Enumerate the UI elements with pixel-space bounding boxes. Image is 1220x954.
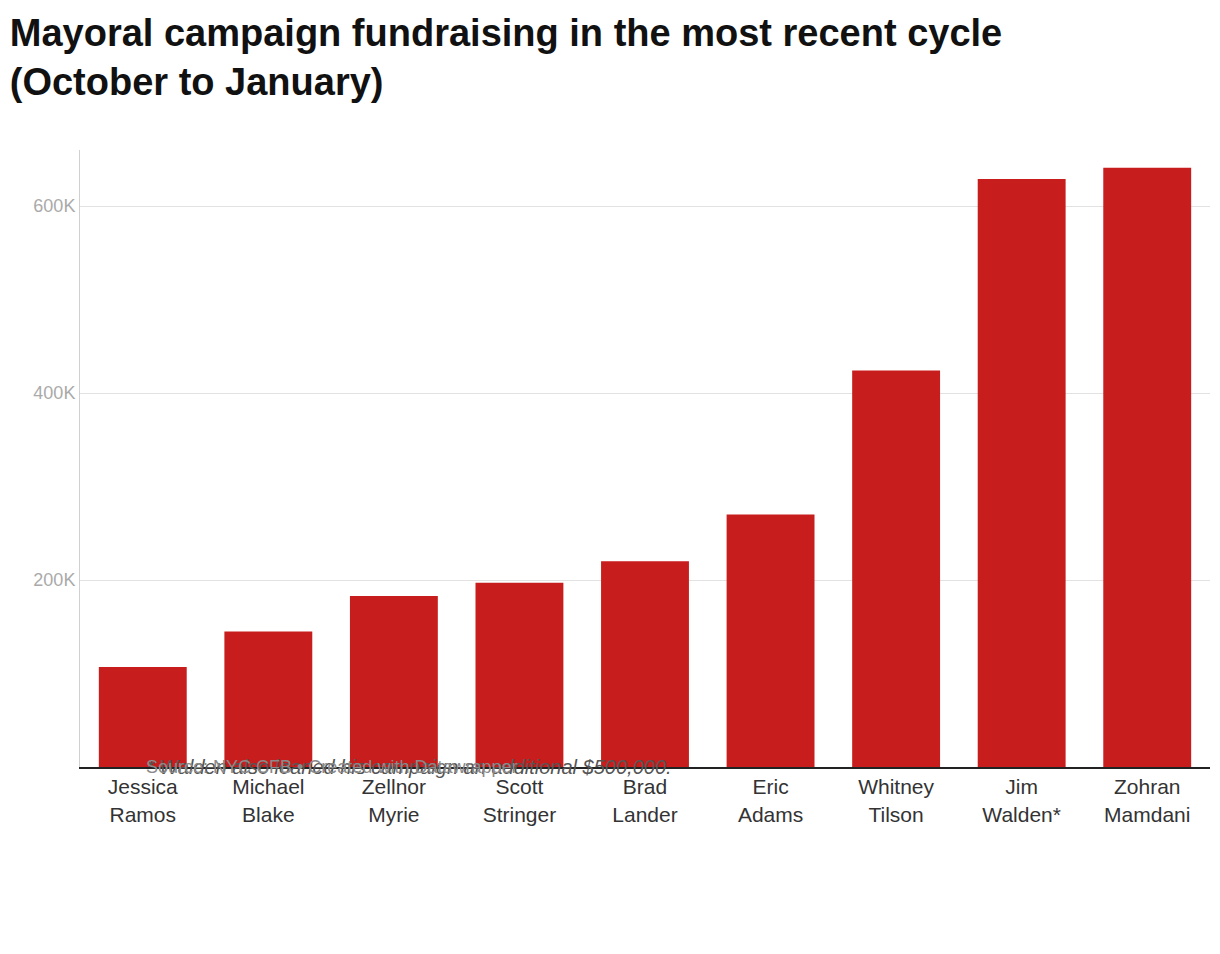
svg-text:600K: 600K <box>33 196 75 216</box>
svg-text:ScottStringer: ScottStringer <box>483 775 557 825</box>
svg-text:WhitneyTilson: WhitneyTilson <box>858 775 934 825</box>
svg-text:ZellnorMyrie: ZellnorMyrie <box>362 775 426 825</box>
svg-text:JimWalden*: JimWalden* <box>982 775 1061 825</box>
svg-text:* Walden also loaned his campa: * Walden also loaned his campaign an add… <box>146 756 672 778</box>
svg-text:ZohranMamdani: ZohranMamdani <box>1104 775 1190 825</box>
svg-text:Mayoral campaign fundraising i: Mayoral campaign fundraising in the most… <box>10 12 1003 103</box>
svg-text:EricAdams: EricAdams <box>738 775 803 825</box>
svg-text:JessicaRamos: JessicaRamos <box>108 775 178 825</box>
svg-text:400K: 400K <box>33 383 75 403</box>
svg-text:MichaelBlake: MichaelBlake <box>232 775 304 825</box>
svg-text:Source: NYC CFB • Created with: Source: NYC CFB • Created with Datawrapp… <box>146 757 517 777</box>
svg-text:BradLander: BradLander <box>612 775 677 825</box>
svg-text:200K: 200K <box>33 570 75 590</box>
